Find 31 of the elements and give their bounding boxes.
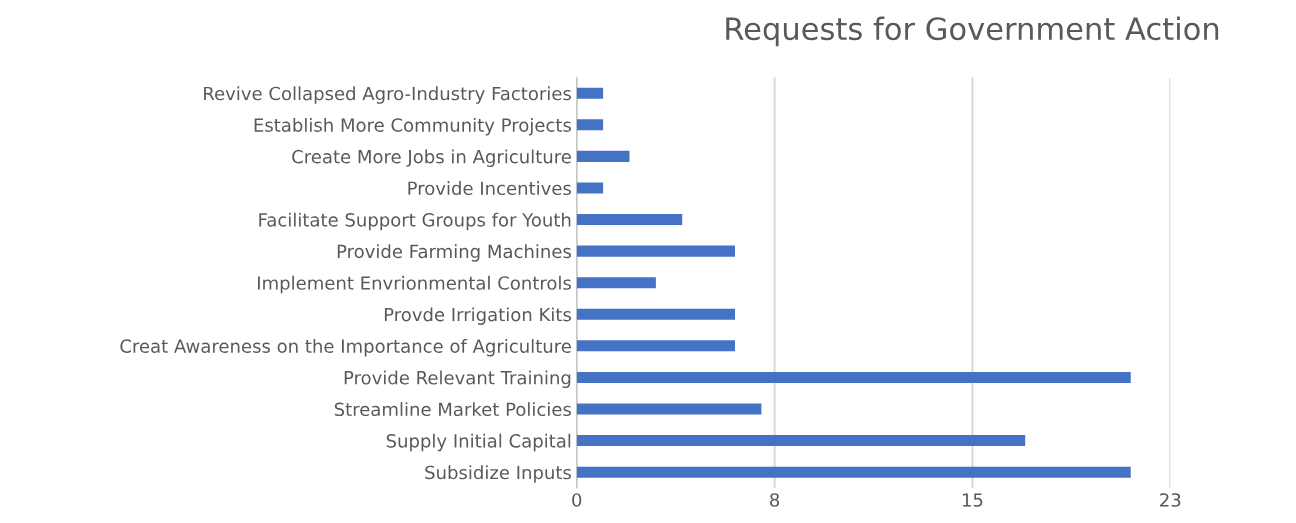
bar (576, 403, 762, 415)
bar (576, 435, 1026, 447)
bar (576, 245, 735, 257)
y-tick-label: Subsidize Inputs (425, 465, 571, 483)
y-tick-label: Supply Initial Capital (386, 433, 571, 452)
bar (576, 150, 630, 162)
bar (576, 213, 683, 226)
bar (576, 466, 1131, 478)
chart-title: Requests for Government Action (726, 16, 1219, 47)
y-tick-label: Provide Incentives (408, 181, 571, 196)
y-tick-label: Creat Awareness on the Importance of Agriculture (120, 338, 571, 357)
x-tick-label: 8 (770, 493, 780, 507)
y-tick-label: Provde Irrigation Kits (384, 307, 571, 325)
y-tick-label: Implement Envrionmental Controls (258, 275, 571, 294)
x-tick-label: 15 (962, 493, 983, 507)
y-tick-label: Provide Farming Machines (337, 244, 571, 262)
bar (576, 308, 735, 320)
x-tick-label: 23 (1160, 493, 1181, 507)
y-tick-label: Facilitate Support Groups for Youth (259, 212, 571, 231)
bar (576, 371, 1131, 383)
bar (576, 277, 656, 289)
y-tick-label: Revive Collapsed Agro-Industry Factories (204, 86, 571, 104)
y-tick-label: Streamline Market Policies (334, 402, 571, 417)
bar (576, 87, 604, 99)
bar (576, 182, 604, 194)
y-tick-label: Provide Relevant Training (344, 370, 571, 389)
y-tick-label: Establish More Community Projects (254, 117, 571, 136)
bar (576, 340, 735, 352)
x-tick-label: 0 (572, 493, 582, 507)
y-tick-label: Create More Jobs in Agriculture (292, 149, 571, 167)
bar (576, 119, 604, 131)
